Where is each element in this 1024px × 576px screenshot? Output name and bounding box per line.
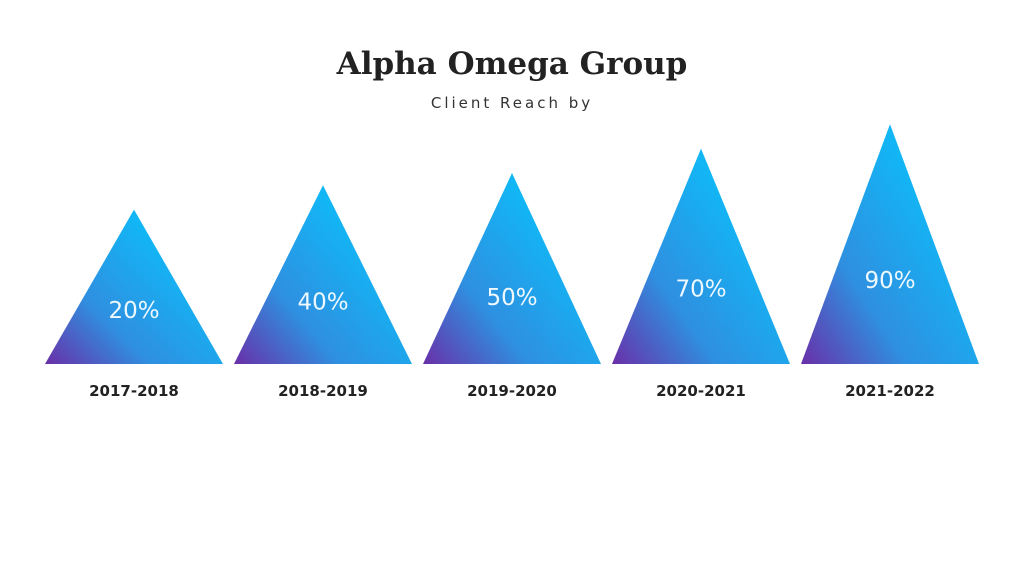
value-label: 40% [297, 289, 348, 315]
triangle-bar-2017-2018 [45, 209, 223, 364]
chart-subtitle: Client Reach by [430, 94, 594, 112]
triangle-bar-2018-2019 [234, 185, 412, 364]
triangle-bar-2019-2020 [423, 173, 601, 364]
category-label: 2020-2021 [656, 382, 746, 400]
value-label: 20% [108, 298, 159, 324]
value-label: 90% [864, 268, 915, 294]
triangle-bar-2021-2022 [801, 124, 979, 364]
triangle-bar-2020-2021 [612, 148, 790, 364]
chart-title: Alpha Omega Group [336, 46, 688, 82]
category-label: 2019-2020 [467, 382, 557, 400]
category-label: 2021-2022 [845, 382, 935, 400]
category-label: 2017-2018 [89, 382, 179, 400]
value-label: 70% [675, 277, 726, 303]
category-label: 2018-2019 [278, 382, 368, 400]
value-label: 50% [486, 285, 537, 311]
triangle-group: 20% 2017-2018 40% 2018-2019 50% 2019-2020 70% 2… [45, 124, 979, 400]
